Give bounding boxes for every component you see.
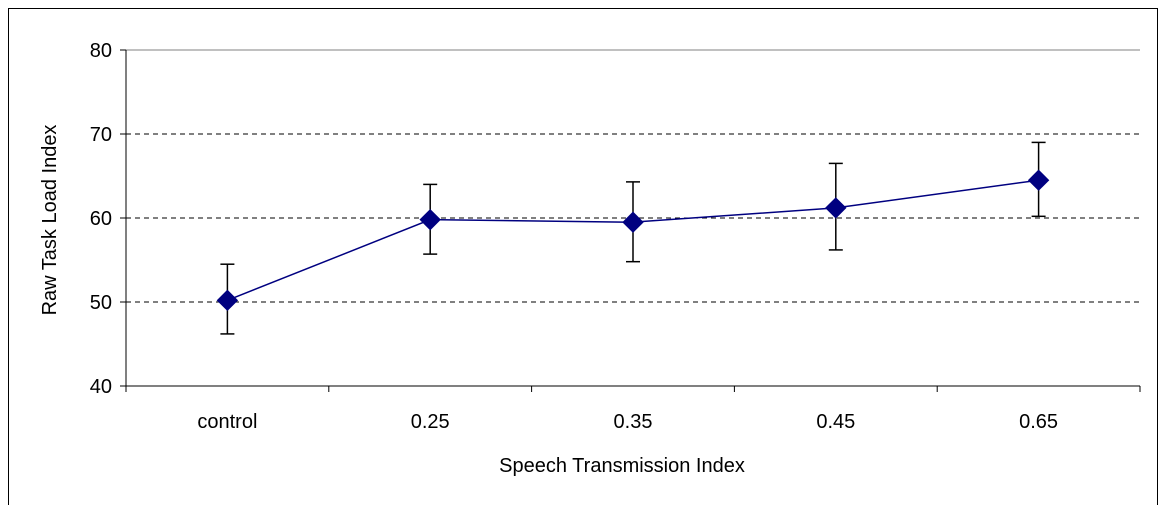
data-point xyxy=(825,197,847,219)
data-point xyxy=(216,289,239,312)
chart-frame xyxy=(8,8,1158,505)
x-tick-label: 0.45 xyxy=(816,411,855,433)
data-point xyxy=(1027,169,1050,191)
x-tick-label: control xyxy=(197,411,257,433)
x-tick-label: 0.35 xyxy=(614,411,653,433)
y-tick-label: 40 xyxy=(90,376,112,398)
series xyxy=(216,141,1050,335)
y-tick-label: 80 xyxy=(90,40,112,62)
data-point xyxy=(419,208,441,231)
data-point xyxy=(622,211,644,233)
x-tick-label: 0.25 xyxy=(411,411,450,433)
x-tick-label: 0.65 xyxy=(1019,411,1058,433)
y-tick-label: 60 xyxy=(90,208,112,230)
y-tick-label: 70 xyxy=(90,124,112,146)
y-axis-ticks: 40 50 60 70 80 xyxy=(90,40,126,398)
y-tick-label: 50 xyxy=(90,292,112,314)
y-axis-label: Raw Task Load Index xyxy=(39,125,61,316)
x-axis-ticks: control 0.25 0.35 0.45 0.65 xyxy=(125,386,1141,433)
x-axis-label: Speech Transmission Index xyxy=(499,455,745,477)
